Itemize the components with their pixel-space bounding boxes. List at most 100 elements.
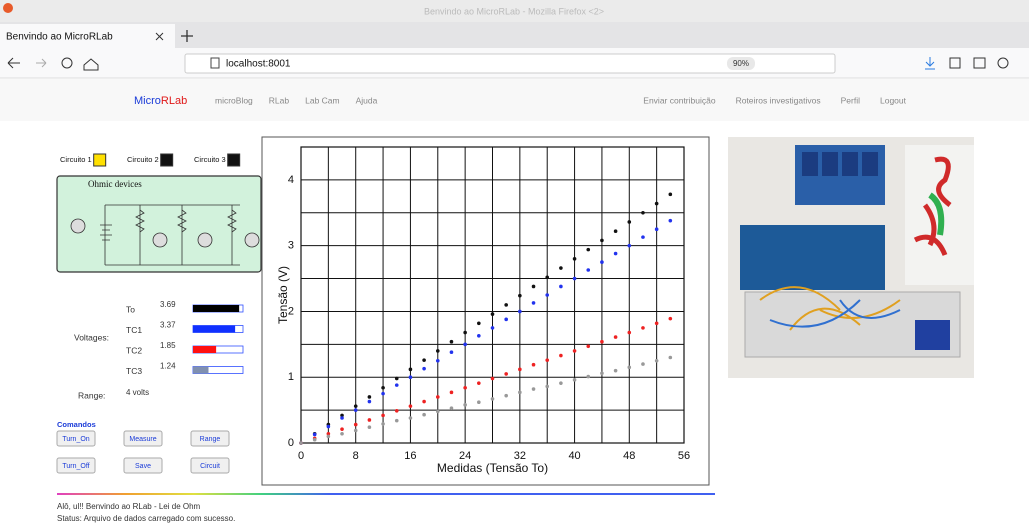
- data-point: [340, 427, 344, 431]
- data-point: [395, 383, 399, 387]
- x-tick-label: 32: [514, 450, 526, 462]
- x-tick-label: 56: [678, 450, 690, 462]
- data-point: [627, 244, 631, 248]
- data-point: [491, 326, 495, 330]
- command-label[interactable]: Turn_On: [62, 436, 89, 443]
- command-label[interactable]: Turn_Off: [62, 463, 89, 470]
- data-point: [422, 413, 426, 417]
- data-point: [422, 358, 426, 362]
- data-point: [669, 219, 673, 223]
- nav-link[interactable]: RLab: [269, 95, 290, 105]
- data-point: [409, 404, 413, 408]
- command-label[interactable]: Save: [135, 463, 151, 470]
- data-point: [313, 433, 317, 437]
- data-point: [477, 321, 481, 325]
- data-point: [409, 375, 413, 379]
- zoom: 90%: [733, 59, 749, 68]
- x-tick-label: 8: [353, 450, 359, 462]
- data-point: [559, 381, 563, 385]
- channel-name: TC2: [126, 345, 142, 355]
- window-title: Benvindo ao MicroRLab - Mozilla Firefox …: [424, 6, 604, 16]
- nav-link[interactable]: Ajuda: [356, 95, 378, 105]
- circuit-swatch[interactable]: [228, 154, 240, 166]
- data-point: [641, 362, 645, 366]
- nav-link[interactable]: Enviar contribuição: [643, 95, 716, 105]
- data-point: [573, 277, 577, 281]
- circuit-label[interactable]: Circuito 1: [60, 155, 92, 164]
- data-point: [600, 239, 604, 243]
- circuit-swatch[interactable]: [161, 154, 173, 166]
- data-point: [559, 354, 563, 358]
- data-point: [573, 378, 577, 382]
- data-point: [327, 425, 331, 429]
- nav-link[interactable]: microBlog: [215, 95, 253, 105]
- command-label[interactable]: Circuit: [200, 463, 220, 470]
- x-axis-title: Medidas (Tensão To): [437, 461, 548, 475]
- nav-link[interactable]: Lab Cam: [305, 95, 340, 105]
- data-point: [381, 392, 385, 396]
- data-point: [450, 391, 454, 395]
- data-point: [641, 211, 645, 215]
- channel-name: TC1: [126, 325, 142, 335]
- circuit-label[interactable]: Circuito 3: [194, 155, 226, 164]
- data-point: [299, 441, 303, 445]
- y-tick-label: 3: [288, 240, 294, 252]
- channel-value: 3.69: [160, 300, 176, 309]
- circuit-label[interactable]: Circuito 2: [127, 155, 159, 164]
- data-point: [545, 293, 549, 297]
- data-point: [422, 367, 426, 371]
- data-point: [586, 345, 590, 349]
- data-point: [354, 423, 358, 427]
- brand-micro: Micro: [134, 95, 161, 107]
- voltages-label: Voltages:: [74, 332, 109, 342]
- data-point: [586, 248, 590, 252]
- data-point: [504, 372, 508, 376]
- voltage-bar: [193, 305, 239, 312]
- y-axis-title: Tensão (V): [276, 266, 290, 324]
- data-point: [313, 438, 317, 442]
- data-point: [463, 386, 467, 390]
- data-point: [655, 321, 659, 325]
- data-point: [627, 331, 631, 335]
- data-point: [491, 312, 495, 316]
- channel-value: 1.24: [160, 362, 176, 371]
- diagram-title: Ohmic devices: [88, 179, 142, 189]
- data-point: [655, 227, 659, 231]
- data-point: [395, 409, 399, 413]
- data-point: [327, 435, 331, 439]
- footer-rule-gradient: [57, 493, 330, 495]
- data-point: [532, 301, 536, 305]
- data-point: [436, 410, 440, 414]
- footer-rule: [330, 493, 715, 495]
- nav-link[interactable]: Roteiros investigativos: [736, 95, 821, 105]
- data-point: [354, 408, 358, 412]
- data-point: [450, 350, 454, 354]
- data-point: [463, 403, 467, 407]
- data-point: [518, 391, 522, 395]
- data-point: [614, 229, 618, 233]
- data-point: [627, 366, 631, 370]
- nav-link[interactable]: Perfil: [841, 95, 860, 105]
- command-label[interactable]: Measure: [129, 436, 156, 443]
- range-label: Range:: [78, 390, 105, 400]
- data-point: [477, 334, 481, 338]
- data-point: [600, 340, 604, 344]
- voltage-bar: [193, 367, 209, 374]
- data-point: [504, 394, 508, 398]
- brand[interactable]: MicroRLab: [134, 95, 187, 107]
- data-point: [436, 349, 440, 353]
- data-point: [545, 385, 549, 389]
- command-label[interactable]: Range: [200, 436, 221, 443]
- data-point: [491, 377, 495, 381]
- data-point: [504, 303, 508, 307]
- data-point: [532, 387, 536, 391]
- screen: Benvindo ao MicroRLab - Mozilla Firefox …: [0, 0, 1029, 526]
- voltage-bar: [193, 346, 216, 353]
- data-point: [518, 294, 522, 298]
- footer-greeting: Alô, ul!! Benvindo ao RLab - Lei de Ohm: [57, 502, 201, 511]
- data-point: [641, 326, 645, 330]
- circuit-swatch[interactable]: [94, 154, 106, 166]
- data-point: [600, 371, 604, 375]
- nav-link[interactable]: Logout: [880, 95, 907, 105]
- data-point: [559, 266, 563, 270]
